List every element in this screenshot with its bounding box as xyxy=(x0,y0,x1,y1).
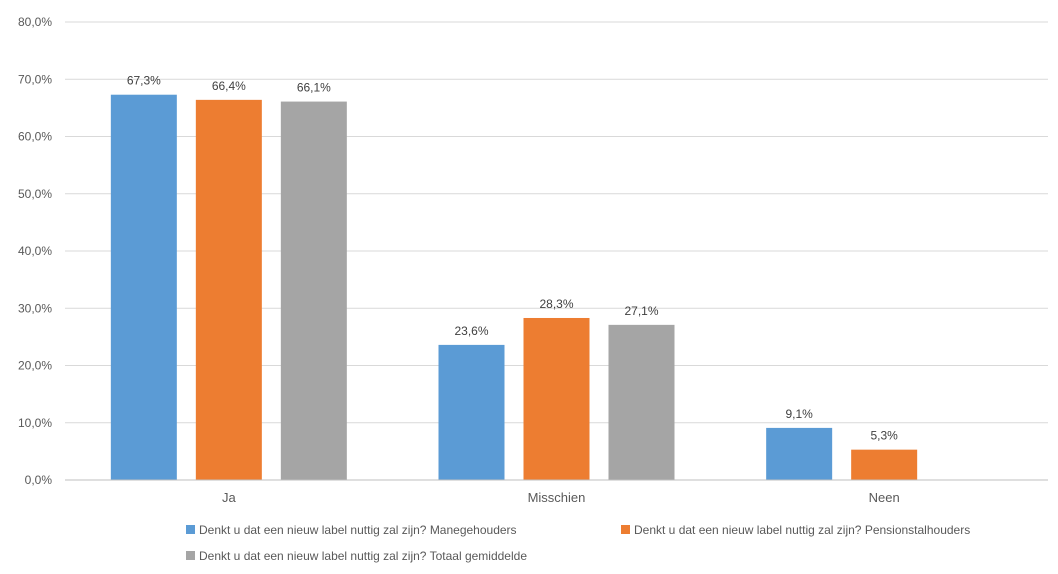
bars xyxy=(110,94,918,481)
y-tick-label: 60,0% xyxy=(18,130,52,144)
legend-label: Denkt u dat een nieuw label nuttig zal z… xyxy=(634,523,970,537)
legend-swatch xyxy=(186,525,195,534)
legend-item: Denkt u dat een nieuw label nuttig zal z… xyxy=(186,523,517,537)
legend: Denkt u dat een nieuw label nuttig zal z… xyxy=(186,523,970,563)
legend-label: Denkt u dat een nieuw label nuttig zal z… xyxy=(199,549,527,563)
legend-label: Denkt u dat een nieuw label nuttig zal z… xyxy=(199,523,517,537)
x-tick-label: Neen xyxy=(869,490,900,505)
y-tick-label: 70,0% xyxy=(18,72,52,86)
x-tick-label: Ja xyxy=(222,490,237,505)
y-tick-label: 20,0% xyxy=(18,359,52,373)
data-labels: 67,3% 66,4% 66,1% 23,6% 28,3% 27,1% 9,1% 5,3% xyxy=(127,74,898,443)
data-label: 27,1% xyxy=(624,304,658,318)
y-tick-label: 50,0% xyxy=(18,187,52,201)
data-label: 67,3% xyxy=(127,74,161,88)
data-label: 66,1% xyxy=(297,81,331,95)
y-tick-label: 0,0% xyxy=(25,473,53,487)
data-label: 9,1% xyxy=(785,407,813,421)
data-label: 5,3% xyxy=(870,429,898,443)
legend-swatch xyxy=(621,525,630,534)
data-label: 23,6% xyxy=(454,324,488,338)
x-tick-label: Misschien xyxy=(528,490,586,505)
y-tick-label: 10,0% xyxy=(18,416,52,430)
legend-item: Denkt u dat een nieuw label nuttig zal z… xyxy=(186,549,527,563)
bar xyxy=(195,99,262,481)
bar xyxy=(438,344,505,480)
y-tick-label: 80,0% xyxy=(18,15,52,29)
y-tick-label: 40,0% xyxy=(18,244,52,258)
data-label: 66,4% xyxy=(212,79,246,93)
bar xyxy=(280,101,347,480)
legend-item: Denkt u dat een nieuw label nuttig zal z… xyxy=(621,523,970,537)
bar xyxy=(766,427,833,480)
bar xyxy=(851,449,918,480)
y-tick-label: 30,0% xyxy=(18,301,52,315)
x-axis: Ja Misschien Neen xyxy=(65,479,1048,505)
y-axis: 0,0% 10,0% 20,0% 30,0% 40,0% 50,0% 60,0% 70,0% 8… xyxy=(18,15,52,487)
legend-swatch xyxy=(186,551,195,560)
data-label: 28,3% xyxy=(539,297,573,311)
bar xyxy=(523,317,590,480)
bar xyxy=(608,324,675,480)
bar xyxy=(110,94,177,481)
